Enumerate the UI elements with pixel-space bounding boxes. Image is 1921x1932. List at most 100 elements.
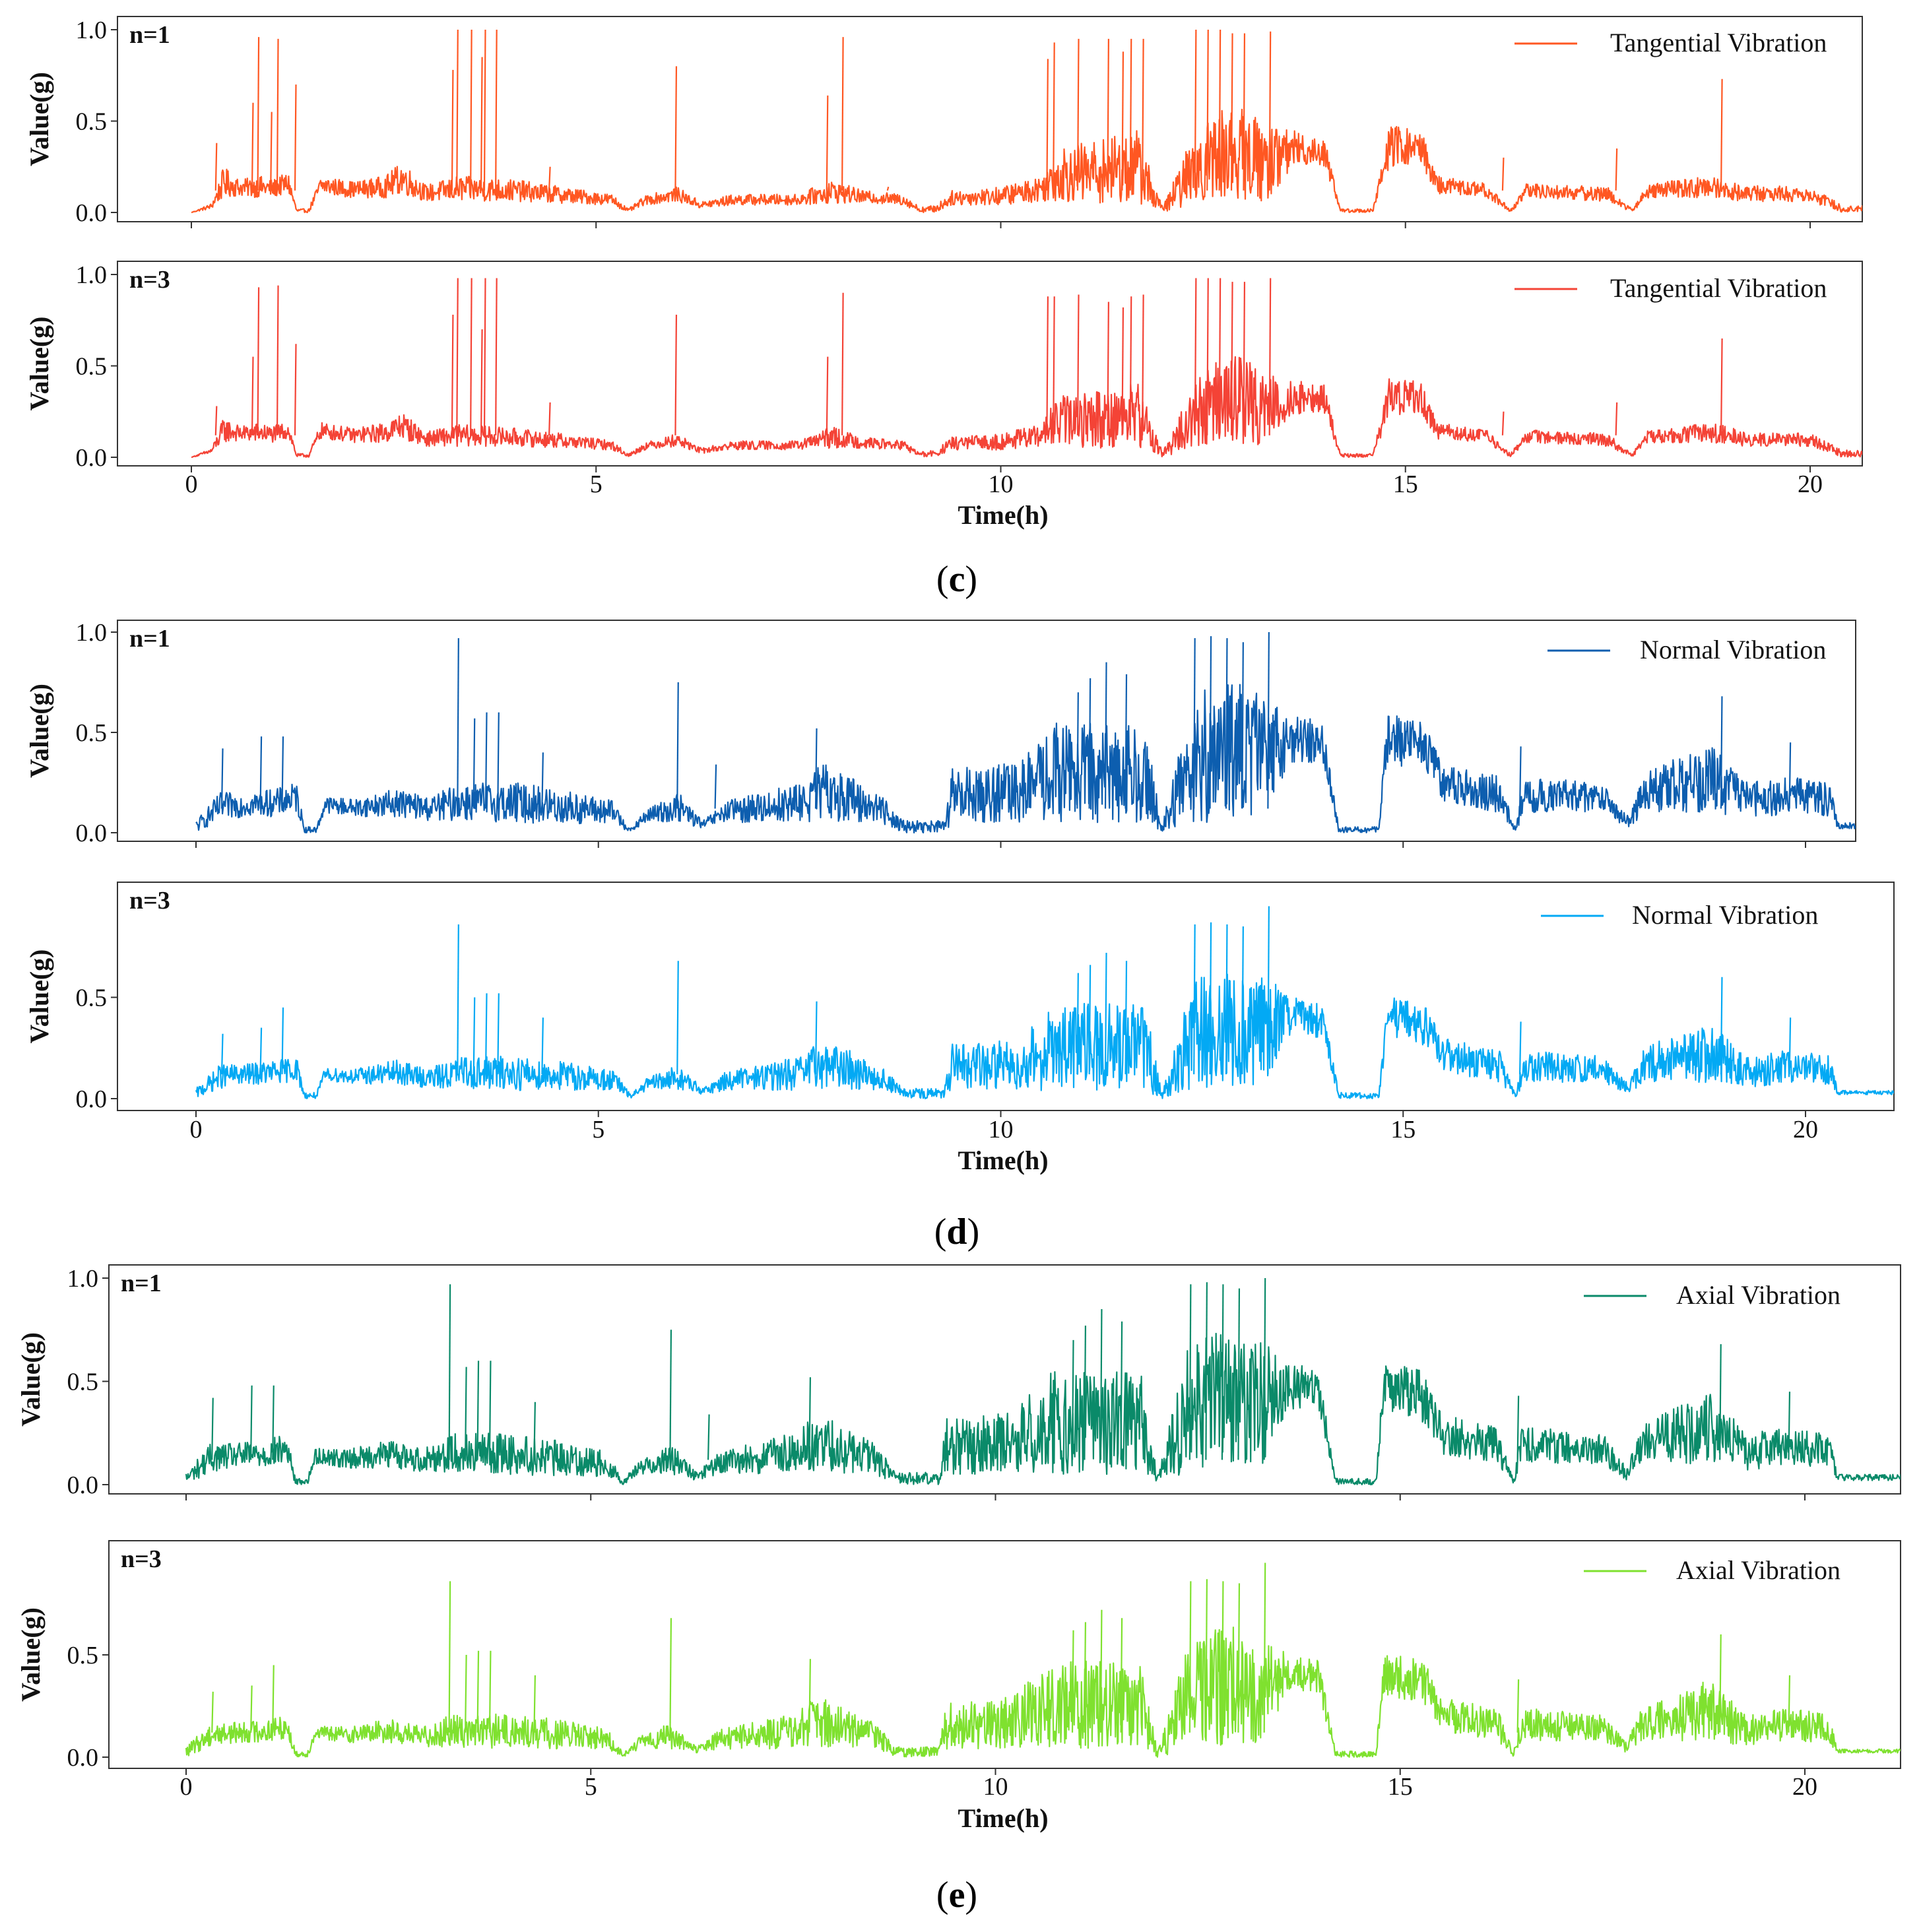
panel-label: n=1 xyxy=(121,1270,162,1297)
spike xyxy=(1720,977,1723,1075)
x-tick-label: 20 xyxy=(1793,1116,1818,1143)
spike xyxy=(1218,29,1221,191)
spike xyxy=(1263,1562,1266,1733)
spike xyxy=(1615,402,1618,435)
spike xyxy=(541,1017,544,1075)
spike xyxy=(456,278,459,435)
spike xyxy=(1099,1609,1103,1733)
spike xyxy=(1121,51,1124,191)
spike xyxy=(714,764,717,809)
spike xyxy=(483,278,486,435)
series-tangential-vibration xyxy=(191,29,1862,214)
spike xyxy=(294,344,297,435)
spike xyxy=(1194,278,1197,435)
spike xyxy=(480,329,483,435)
spike xyxy=(497,993,500,1075)
spike xyxy=(1243,282,1246,435)
spike xyxy=(814,728,818,809)
spike xyxy=(1071,1339,1074,1460)
y-tick-label: 0.5 xyxy=(67,1642,99,1669)
spike xyxy=(1501,411,1505,435)
spike xyxy=(457,638,459,809)
spike xyxy=(1107,38,1109,191)
spike xyxy=(1209,922,1212,1075)
spike xyxy=(1267,631,1270,809)
spike xyxy=(1221,1284,1224,1460)
caption-c: (c) xyxy=(936,559,977,600)
spike xyxy=(1230,282,1233,435)
x-tick-label: 20 xyxy=(1792,1773,1817,1801)
spike xyxy=(886,186,890,191)
spike xyxy=(841,292,844,435)
spike xyxy=(1230,33,1233,191)
spike xyxy=(1237,1583,1241,1733)
spike xyxy=(1120,1321,1123,1460)
spike xyxy=(1268,278,1272,435)
spike xyxy=(1129,38,1132,191)
spike xyxy=(1206,29,1209,191)
spike xyxy=(270,112,273,191)
spike xyxy=(1218,278,1221,435)
spike xyxy=(669,1330,672,1460)
spike xyxy=(1243,33,1246,191)
plot-frame xyxy=(117,620,1856,842)
spike xyxy=(808,1659,812,1733)
series-normal-vibration xyxy=(195,631,1856,834)
y-tick-label: 1.0 xyxy=(67,1265,99,1293)
y-axis-label: Value(g) xyxy=(24,317,54,411)
spike xyxy=(826,356,829,435)
spike xyxy=(1188,1581,1192,1733)
spike xyxy=(1720,696,1723,809)
x-tick-label: 10 xyxy=(989,1116,1014,1143)
y-tick-label: 1.0 xyxy=(76,261,108,289)
y-tick-label: 0.5 xyxy=(76,353,108,381)
y-axis-label: Value(g) xyxy=(24,684,54,778)
caption-c-letter: c xyxy=(949,559,965,600)
spike xyxy=(1053,42,1055,191)
spike xyxy=(457,924,459,1075)
spike xyxy=(548,166,551,191)
plot-frame xyxy=(117,16,1863,222)
spike xyxy=(1205,1579,1208,1733)
x-tick-label: 5 xyxy=(590,470,602,498)
spike xyxy=(250,1385,253,1460)
x-tick-label: 0 xyxy=(190,1116,203,1143)
chart-panel-c-n1: 0.0 0.5 1.0 Value(g) n=1 Tangential Vibration xyxy=(24,16,1863,228)
spike xyxy=(1193,924,1196,1075)
spike xyxy=(1501,157,1505,191)
caption-e: (e) xyxy=(936,1875,977,1916)
chart-panel-e-n3: 0.0 0.5 0 5 10 15 20 Time(h) Value(g) n=3 Axial Vi… xyxy=(16,1540,1901,1833)
plot-frame xyxy=(108,1264,1901,1495)
spike xyxy=(495,278,498,435)
spike xyxy=(1221,1581,1224,1733)
spike xyxy=(470,29,472,191)
spike xyxy=(448,1284,451,1460)
spike xyxy=(1124,961,1128,1075)
x-tick-label: 5 xyxy=(592,1116,604,1143)
series-axial-vibration xyxy=(185,1562,1901,1758)
spike xyxy=(533,1675,536,1733)
spike xyxy=(1241,642,1244,809)
spike xyxy=(1046,296,1049,435)
y-tick-label: 1.0 xyxy=(76,16,108,44)
spike xyxy=(1046,59,1049,191)
spike xyxy=(211,1398,214,1460)
spike xyxy=(1076,294,1080,435)
spike xyxy=(1719,1634,1722,1733)
spike xyxy=(294,84,297,191)
spike xyxy=(451,314,454,435)
y-tick-label: 0.5 xyxy=(76,108,108,136)
spike xyxy=(1084,1622,1087,1733)
panel-label: n=3 xyxy=(129,887,170,915)
y-tick-label: 0.5 xyxy=(76,719,108,747)
spike xyxy=(465,1654,467,1733)
spike xyxy=(1088,678,1091,809)
x-tick-label: 15 xyxy=(1390,1116,1416,1143)
spike xyxy=(1516,1396,1520,1460)
spike xyxy=(826,95,829,191)
spike xyxy=(259,1027,263,1075)
x-tick-label: 10 xyxy=(989,470,1014,498)
series-axial-vibration xyxy=(185,1277,1901,1486)
spike xyxy=(472,718,476,809)
spike xyxy=(214,143,218,191)
